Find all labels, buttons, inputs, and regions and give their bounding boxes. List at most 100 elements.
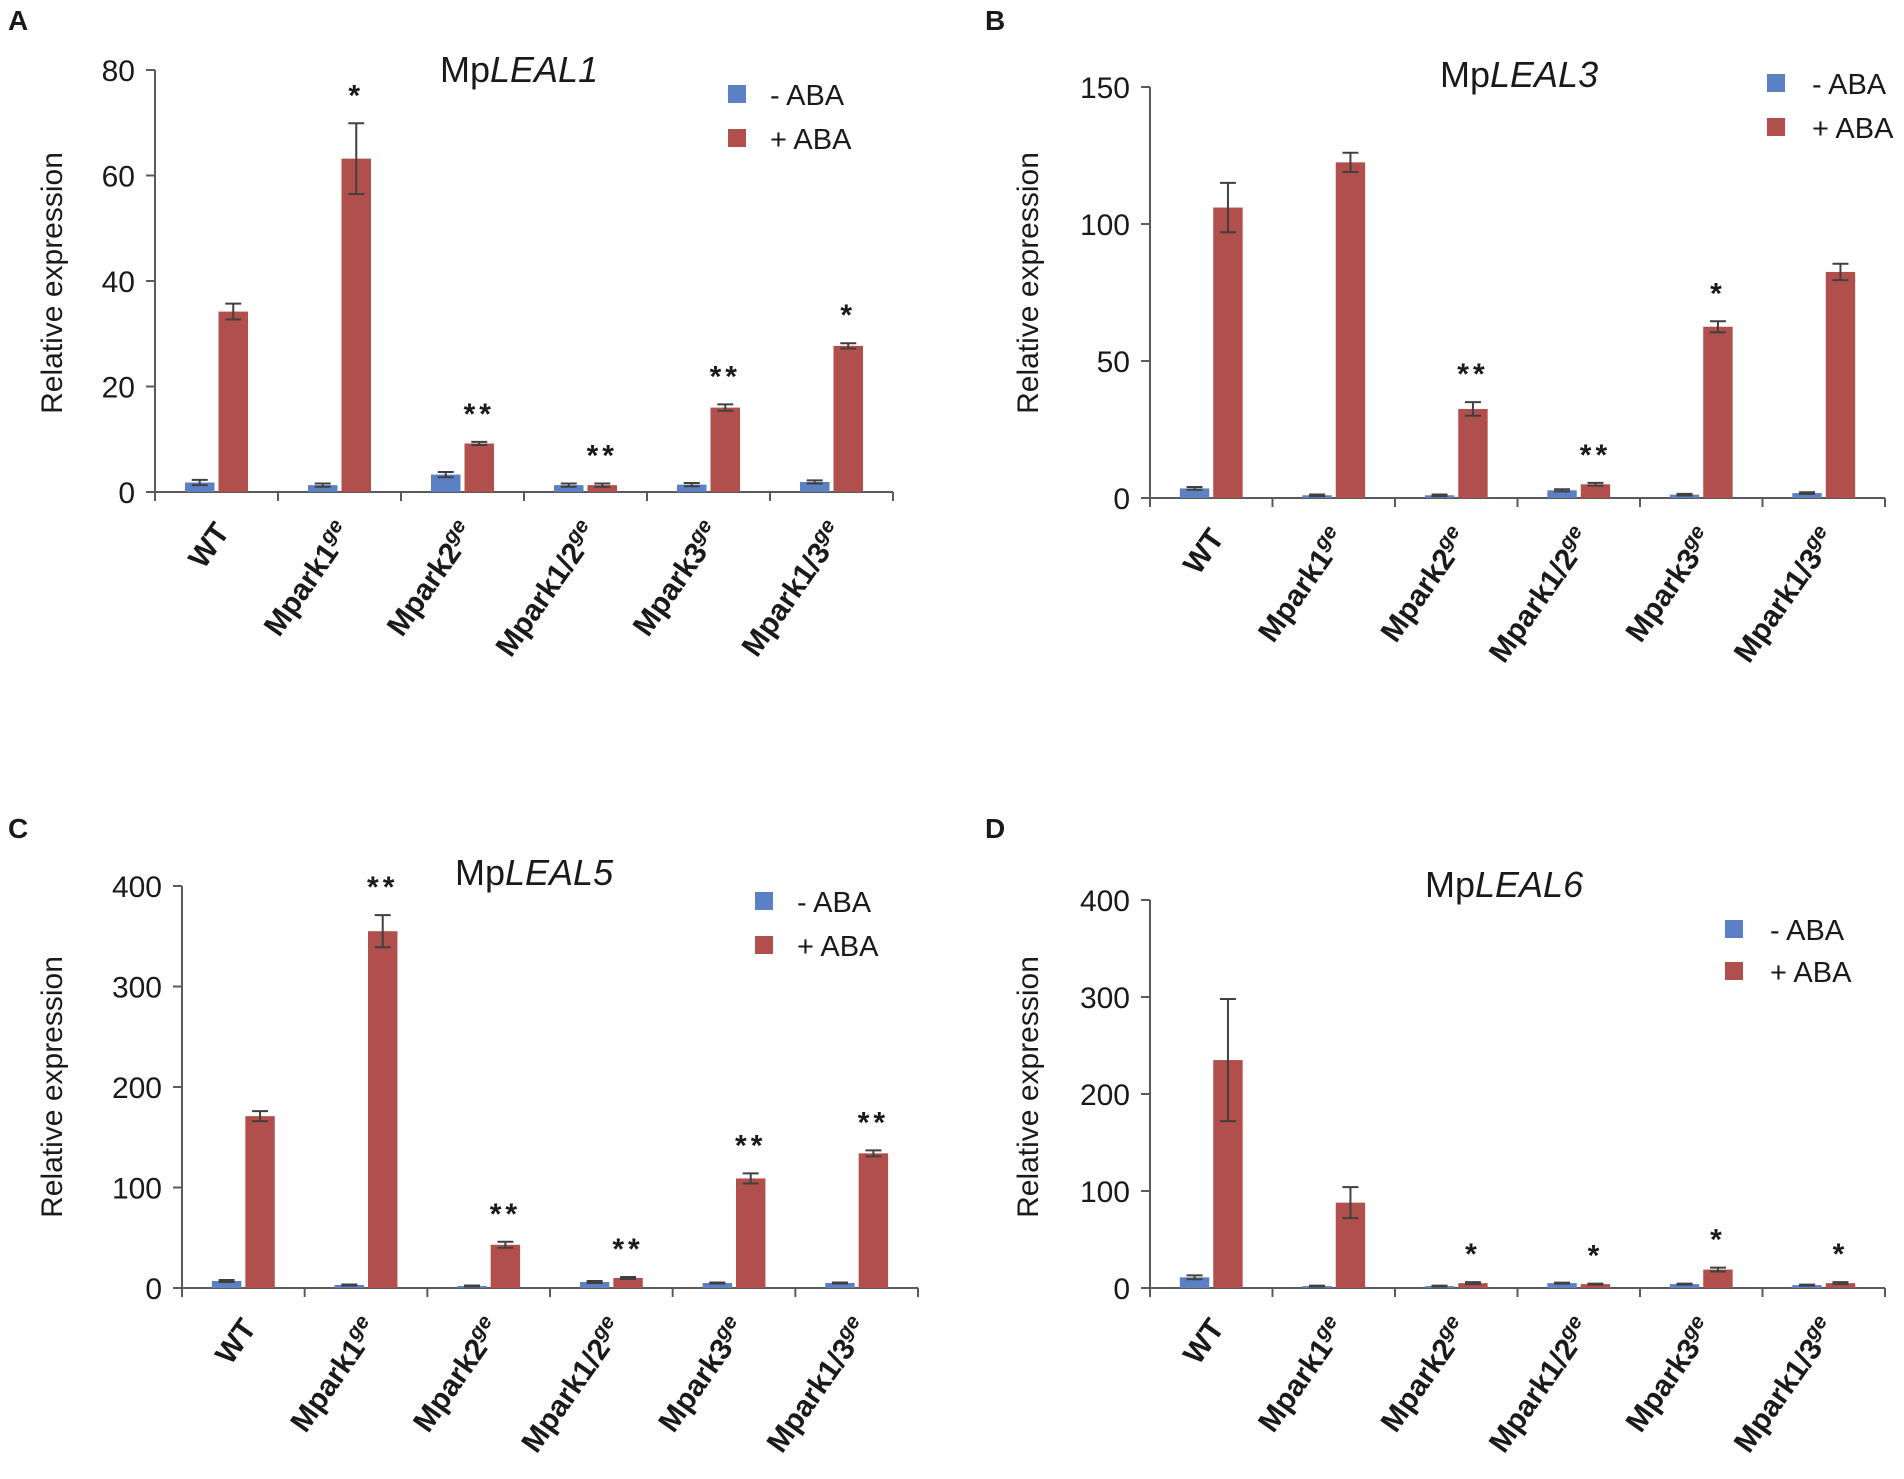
bar-minus-aba — [1179, 1277, 1210, 1288]
x-tick-label: Mpark3ge — [1616, 1311, 1721, 1439]
legend-label-minus-aba: - ABA — [1812, 69, 1887, 101]
significance-marker: * — [840, 299, 856, 332]
x-tick-label: Mpark1ge — [1249, 1311, 1354, 1439]
x-tick-label: Mpark2ge — [1371, 521, 1476, 649]
y-axis-label: Relative expression — [36, 152, 69, 414]
panel-b: B MpLEAL3 Relative expression - ABA + AB… — [985, 5, 1894, 669]
bar-plus-aba — [587, 485, 618, 492]
chart-title-prefix: Mp — [1440, 54, 1490, 95]
x-tick-label: Mpark1ge — [255, 515, 360, 643]
bar-plus-aba — [341, 158, 372, 492]
significance-marker: ** — [464, 398, 495, 431]
bar-plus-aba — [736, 1178, 766, 1288]
x-tick-label-base: Mpark1/2 — [1483, 543, 1585, 668]
bar-minus-aba — [307, 485, 338, 492]
panel-d: D MpLEAL6 Relative expression - ABA + AB… — [985, 813, 1886, 1459]
bar-plus-aba — [245, 1116, 275, 1288]
x-tick-label: Mpark1/2ge — [486, 515, 605, 663]
bar-minus-aba — [430, 474, 461, 492]
y-tick-label: 0 — [1113, 483, 1130, 516]
significance-marker: ** — [490, 1198, 521, 1231]
y-tick-label: 200 — [112, 1072, 162, 1105]
bar-plus-aba — [858, 1153, 889, 1288]
panel-letter: D — [985, 813, 1005, 844]
x-tick-label-base: Mpark1/3 — [1728, 543, 1830, 668]
bar-plus-aba — [710, 407, 741, 492]
significance-marker: ** — [1580, 439, 1611, 472]
chart-title-gene: LEAL1 — [490, 49, 598, 90]
x-tick-label-base: Mpark2 — [381, 537, 468, 642]
x-tick-label-base: Mpark1 — [1252, 1333, 1339, 1438]
bar-plus-aba — [833, 345, 864, 492]
chart-title-gene: LEAL6 — [1475, 864, 1584, 905]
y-tick-label: 0 — [118, 477, 135, 510]
x-tick-label: Mpark1/3ge — [732, 515, 851, 663]
legend-label-minus-aba: - ABA — [1770, 915, 1845, 947]
y-tick-label: 80 — [102, 55, 135, 88]
panel-letter: B — [985, 5, 1005, 36]
significance-marker: ** — [612, 1233, 643, 1266]
y-axis-label: Relative expression — [1012, 956, 1045, 1218]
plot-area: 0 100 200 300 400 WT Mpark1ge * Mpark2ge * Mpark1/… — [1080, 885, 1886, 1459]
bar-minus-aba — [1179, 488, 1210, 498]
significance-marker: * — [1465, 1238, 1481, 1271]
bar-minus-aba — [1792, 493, 1822, 498]
x-tick-label-base: Mpark1 — [1252, 543, 1339, 648]
x-tick-label-base: WT — [1177, 1313, 1231, 1370]
bar-minus-aba — [1547, 1283, 1577, 1288]
bar-plus-aba — [218, 311, 249, 492]
x-tick-label-base: Mpark1 — [258, 537, 345, 642]
significance-marker: * — [1588, 1240, 1604, 1273]
y-tick-label: 60 — [102, 161, 135, 194]
significance-marker: * — [348, 79, 364, 112]
bar-plus-aba — [1703, 326, 1733, 498]
x-tick-label-base: Mpark1/3 — [1728, 1333, 1830, 1458]
legend: - ABA + ABA — [1767, 69, 1894, 145]
bar-plus-aba — [490, 1244, 521, 1288]
significance-marker: * — [1833, 1238, 1849, 1271]
y-tick-label: 50 — [1097, 346, 1130, 379]
bar-plus-aba — [1580, 1284, 1611, 1288]
bar-minus-aba — [825, 1282, 855, 1288]
panel-letter: C — [8, 813, 28, 844]
bar-minus-aba — [334, 1284, 364, 1288]
x-tick-label: WT — [209, 1313, 263, 1370]
x-tick-label: Mpark1/2ge — [1480, 521, 1599, 669]
panel-c: C MpLEAL5 Relative expression - ABA + AB… — [8, 813, 919, 1459]
x-tick-label: Mpark1/2ge — [1480, 1311, 1599, 1459]
legend-label-minus-aba: - ABA — [770, 80, 845, 112]
legend: - ABA + ABA — [755, 887, 879, 963]
y-tick-label: 100 — [112, 1173, 162, 1206]
x-tick-label-base: Mpark3 — [1620, 543, 1707, 648]
x-tick-label-base: WT — [182, 517, 236, 574]
x-tick-label-base: WT — [1177, 523, 1231, 580]
y-tick-label: 400 — [1080, 885, 1130, 918]
significance-marker: * — [1710, 1224, 1726, 1257]
x-tick-label: Mpark2ge — [378, 515, 483, 643]
y-tick-label: 0 — [145, 1273, 162, 1306]
bar-plus-aba — [368, 931, 398, 1288]
significance-marker: ** — [1457, 358, 1488, 391]
x-tick-label: WT — [182, 517, 236, 574]
chart-title: MpLEAL1 — [440, 49, 598, 90]
x-tick-label: Mpark2ge — [1371, 1311, 1476, 1439]
bar-plus-aba — [1213, 207, 1243, 498]
y-tick-label: 40 — [102, 266, 135, 299]
legend-label-minus-aba: - ABA — [797, 887, 872, 919]
x-tick-label: WT — [1177, 523, 1231, 580]
x-tick-label-base: Mpark3 — [652, 1333, 739, 1438]
chart-title-gene: LEAL5 — [505, 852, 614, 893]
chart-title: MpLEAL3 — [1440, 54, 1598, 95]
x-tick-label-base: Mpark2 — [1375, 543, 1462, 648]
x-tick-label-base: Mpark1/2 — [1483, 1333, 1585, 1458]
bar-plus-aba — [464, 443, 495, 492]
y-axis-label: Relative expression — [1012, 152, 1045, 414]
x-tick-label: Mpark1/3ge — [1725, 521, 1844, 669]
bar-minus-aba — [702, 1282, 732, 1288]
legend-swatch-minus-aba — [755, 892, 773, 910]
legend-swatch-plus-aba — [1767, 118, 1785, 136]
legend-swatch-plus-aba — [728, 129, 746, 147]
x-tick-label: Mpark3ge — [1616, 521, 1721, 649]
legend-swatch-minus-aba — [1725, 920, 1743, 938]
